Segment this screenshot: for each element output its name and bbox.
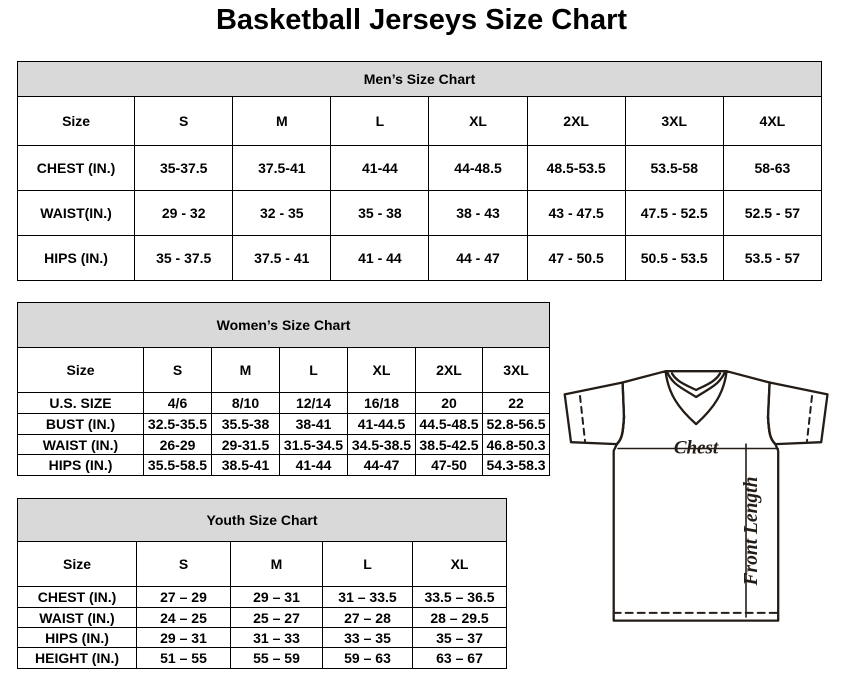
svg-text:Chest: Chest	[674, 438, 719, 459]
svg-text:Front Length: Front Length	[741, 477, 762, 587]
